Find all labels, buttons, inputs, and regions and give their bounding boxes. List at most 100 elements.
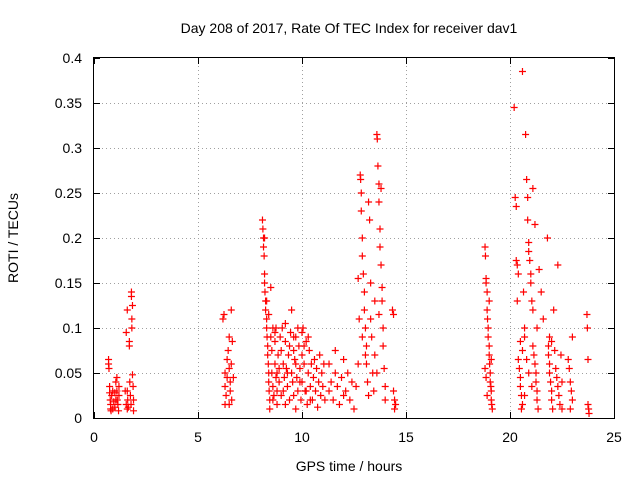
data-point <box>529 185 537 192</box>
data-point <box>529 342 537 350</box>
data-point <box>564 356 572 363</box>
data-point <box>126 392 134 399</box>
y-tick-label: 0.25 <box>55 185 82 201</box>
data-point <box>226 378 234 386</box>
data-point <box>528 383 536 390</box>
data-point <box>128 324 136 332</box>
data-point <box>583 311 591 318</box>
data-point <box>273 369 281 377</box>
data-point <box>327 378 335 386</box>
y-tick-label: 0 <box>74 410 82 426</box>
data-point <box>314 403 322 411</box>
data-point <box>284 351 292 359</box>
data-points <box>105 68 593 417</box>
data-point <box>125 342 133 350</box>
data-point <box>378 297 386 305</box>
data-point <box>375 311 383 318</box>
y-tick-label: 0.1 <box>63 320 83 336</box>
data-point <box>128 315 136 323</box>
data-point <box>296 365 304 372</box>
chart-title: Day 208 of 2017, Rate Of TEC Index for r… <box>181 20 518 36</box>
data-point <box>313 365 321 372</box>
data-point <box>534 405 542 413</box>
data-point <box>365 198 373 206</box>
data-point <box>546 360 554 368</box>
data-point <box>514 270 522 278</box>
data-point <box>287 329 295 336</box>
data-point <box>267 284 275 291</box>
data-point <box>567 387 575 395</box>
data-point <box>269 324 277 332</box>
data-point <box>523 176 531 183</box>
data-point <box>220 311 228 318</box>
data-point <box>486 378 494 386</box>
data-point <box>391 396 399 404</box>
data-point <box>304 369 312 377</box>
data-point <box>113 374 121 381</box>
data-point <box>539 315 547 323</box>
data-point <box>321 396 329 404</box>
y-axis-label: ROTI / TECUs <box>5 193 21 283</box>
data-point <box>290 333 298 341</box>
data-point <box>360 306 368 314</box>
data-point <box>554 383 562 390</box>
data-point <box>292 405 300 413</box>
data-point <box>318 369 326 377</box>
data-point <box>548 396 556 404</box>
data-point <box>271 360 279 368</box>
data-point <box>390 387 398 395</box>
data-point <box>281 320 289 327</box>
data-point <box>114 401 122 408</box>
data-point <box>546 333 554 341</box>
data-point <box>367 279 375 287</box>
data-point <box>129 383 137 390</box>
data-point <box>264 351 272 359</box>
data-point <box>370 387 378 395</box>
data-point <box>317 392 325 399</box>
data-point <box>112 396 120 404</box>
data-point <box>296 378 304 386</box>
data-point <box>294 324 302 332</box>
data-point <box>123 405 131 413</box>
data-point <box>359 270 367 278</box>
data-point <box>528 297 536 305</box>
data-point <box>286 396 294 404</box>
data-point <box>355 315 363 323</box>
data-point <box>290 347 298 354</box>
data-point <box>279 360 287 368</box>
data-point <box>325 387 333 395</box>
data-point <box>374 162 382 170</box>
data-point <box>481 365 489 372</box>
data-point <box>278 324 286 332</box>
data-point <box>486 369 494 377</box>
x-tick-label: 25 <box>606 429 622 445</box>
data-point <box>518 68 526 75</box>
data-point <box>282 365 290 372</box>
data-point <box>568 396 576 404</box>
data-point <box>531 221 539 228</box>
data-point <box>583 324 591 332</box>
data-point <box>260 252 268 260</box>
data-point <box>550 306 558 314</box>
data-point <box>329 396 337 404</box>
data-point <box>530 351 538 359</box>
data-point <box>483 288 491 296</box>
data-point <box>379 324 387 332</box>
data-point <box>342 387 350 395</box>
data-point <box>557 351 565 359</box>
y-tick-label: 0.3 <box>63 140 83 156</box>
data-point <box>273 387 281 395</box>
data-point <box>263 297 271 305</box>
data-point <box>373 369 381 377</box>
data-point <box>115 407 123 415</box>
data-point <box>344 369 352 377</box>
data-point <box>302 387 310 395</box>
data-point <box>126 378 134 386</box>
data-point <box>485 297 493 305</box>
plot-frame <box>93 57 615 419</box>
data-point <box>272 374 280 381</box>
data-point <box>358 234 366 242</box>
data-point <box>510 104 518 111</box>
data-point <box>485 351 493 359</box>
